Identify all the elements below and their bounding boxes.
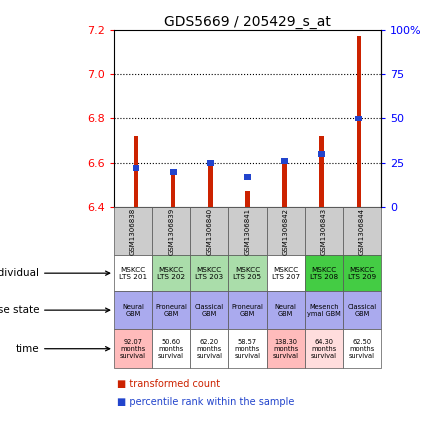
- Bar: [170, 169, 177, 175]
- Text: MSKCC
LTS 207: MSKCC LTS 207: [272, 266, 300, 280]
- Bar: [114, 330, 152, 368]
- Text: ■ percentile rank within the sample: ■ percentile rank within the sample: [117, 397, 294, 407]
- Text: GSM1306844: GSM1306844: [359, 208, 365, 255]
- Text: 92.07
months
survival: 92.07 months survival: [120, 339, 146, 359]
- Bar: [305, 207, 343, 255]
- Bar: [305, 255, 343, 291]
- Bar: [343, 330, 381, 368]
- Text: 64.30
months
survival: 64.30 months survival: [311, 339, 337, 359]
- Text: Classical
GBM: Classical GBM: [195, 304, 224, 317]
- Bar: [190, 291, 228, 330]
- Text: GSM1306843: GSM1306843: [321, 208, 327, 255]
- Text: GSM1306838: GSM1306838: [130, 208, 136, 255]
- Bar: [190, 330, 228, 368]
- Text: MSKCC
LTS 201: MSKCC LTS 201: [119, 266, 147, 280]
- Bar: [228, 330, 267, 368]
- Text: MSKCC
LTS 203: MSKCC LTS 203: [195, 266, 223, 280]
- Text: ■ transformed count: ■ transformed count: [117, 379, 220, 389]
- Bar: [357, 36, 361, 207]
- Bar: [207, 160, 214, 166]
- Text: MSKCC
LTS 202: MSKCC LTS 202: [157, 266, 185, 280]
- Bar: [152, 291, 190, 330]
- Bar: [267, 255, 305, 291]
- Bar: [244, 174, 251, 180]
- Text: Mesench
ymal GBM: Mesench ymal GBM: [307, 304, 341, 317]
- Bar: [343, 291, 381, 330]
- Bar: [134, 136, 138, 207]
- Bar: [114, 255, 152, 291]
- Bar: [228, 255, 267, 291]
- Bar: [305, 330, 343, 368]
- Bar: [171, 173, 176, 207]
- Text: 62.20
months
survival: 62.20 months survival: [196, 339, 223, 359]
- Text: 62.50
months
survival: 62.50 months survival: [349, 339, 375, 359]
- Text: GSM1306842: GSM1306842: [283, 208, 289, 255]
- Bar: [190, 255, 228, 291]
- Bar: [228, 207, 267, 255]
- Bar: [343, 207, 381, 255]
- Bar: [283, 162, 287, 207]
- Bar: [281, 158, 288, 164]
- Text: MSKCC
LTS 208: MSKCC LTS 208: [310, 266, 338, 280]
- Bar: [267, 330, 305, 368]
- Bar: [343, 255, 381, 291]
- Bar: [114, 207, 152, 255]
- Text: disease state: disease state: [0, 305, 110, 315]
- Bar: [356, 115, 362, 121]
- Text: GSM1306841: GSM1306841: [244, 208, 251, 255]
- Text: time: time: [15, 344, 110, 354]
- Text: Classical
GBM: Classical GBM: [347, 304, 377, 317]
- Text: Proneural
GBM: Proneural GBM: [155, 304, 187, 317]
- Text: Proneural
GBM: Proneural GBM: [232, 304, 263, 317]
- Bar: [208, 164, 212, 207]
- Text: 58.57
months
survival: 58.57 months survival: [234, 339, 261, 359]
- Bar: [228, 291, 267, 330]
- Text: MSKCC
LTS 209: MSKCC LTS 209: [348, 266, 376, 280]
- Bar: [152, 255, 190, 291]
- Text: Neural
GBM: Neural GBM: [275, 304, 297, 317]
- Text: 50.60
months
survival: 50.60 months survival: [158, 339, 184, 359]
- Text: MSKCC
LTS 205: MSKCC LTS 205: [233, 266, 261, 280]
- Text: individual: individual: [0, 268, 110, 278]
- Bar: [133, 165, 139, 171]
- Text: GSM1306839: GSM1306839: [168, 208, 174, 255]
- Bar: [267, 291, 305, 330]
- Text: Neural
GBM: Neural GBM: [122, 304, 144, 317]
- Title: GDS5669 / 205429_s_at: GDS5669 / 205429_s_at: [164, 14, 331, 29]
- Text: GSM1306840: GSM1306840: [206, 208, 212, 255]
- Bar: [267, 207, 305, 255]
- Bar: [114, 291, 152, 330]
- Bar: [152, 207, 190, 255]
- Bar: [245, 191, 250, 207]
- Bar: [305, 291, 343, 330]
- Text: 138.30
months
survival: 138.30 months survival: [272, 339, 299, 359]
- Bar: [319, 136, 324, 207]
- Bar: [152, 330, 190, 368]
- Bar: [318, 151, 325, 157]
- Bar: [190, 207, 228, 255]
